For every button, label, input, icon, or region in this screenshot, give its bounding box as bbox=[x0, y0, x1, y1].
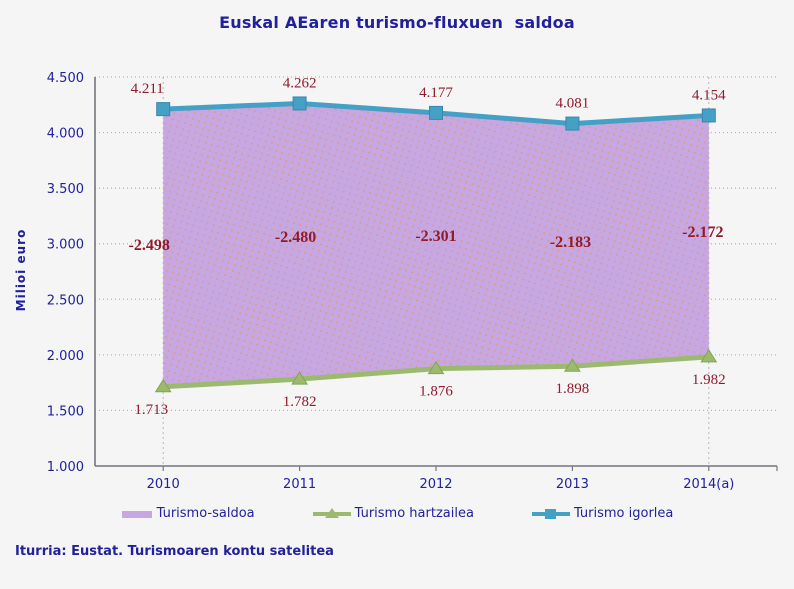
value-label-saldoa: -2.301 bbox=[415, 228, 456, 245]
value-label-saldoa: -2.480 bbox=[275, 229, 316, 246]
legend: Turismo-saldoa Turismo hartzailea Turism… bbox=[0, 506, 794, 521]
value-label-igorlea: 4.262 bbox=[283, 75, 317, 91]
y-tick-label: 4.000 bbox=[47, 127, 84, 142]
marker-square bbox=[293, 97, 306, 110]
value-label-saldoa: -2.498 bbox=[129, 237, 170, 254]
area-turismo-saldoa bbox=[163, 103, 709, 386]
x-tick-label: 2012 bbox=[419, 477, 452, 492]
y-tick-label: 3.000 bbox=[47, 238, 84, 253]
value-label-hartzailea: 1.876 bbox=[419, 384, 453, 400]
marker-square bbox=[430, 106, 443, 119]
y-tick-label: 1.500 bbox=[47, 404, 84, 419]
y-tick-label: 4.500 bbox=[47, 71, 84, 86]
y-tick-label: 3.500 bbox=[47, 182, 84, 197]
value-label-hartzailea: 1.782 bbox=[283, 394, 317, 410]
y-tick-label: 2.500 bbox=[47, 293, 84, 308]
value-label-igorlea: 4.177 bbox=[419, 85, 453, 101]
y-tick-label: 1.000 bbox=[47, 460, 84, 475]
x-tick-label: 2011 bbox=[283, 477, 316, 492]
legend-swatch-square-line-icon bbox=[532, 508, 570, 520]
y-tick-label: 2.000 bbox=[47, 349, 84, 364]
value-label-igorlea: 4.154 bbox=[692, 87, 726, 103]
plot-area: 4.500 4.000 3.500 3.000 2.500 2.000 1.500 1.000… bbox=[0, 0, 794, 589]
legend-label: Turismo-saldoa bbox=[157, 506, 255, 521]
marker-square bbox=[566, 117, 579, 130]
legend-swatch-area-icon bbox=[121, 509, 153, 519]
value-label-hartzailea: 1.713 bbox=[134, 402, 168, 418]
legend-item-turismo-saldoa: Turismo-saldoa bbox=[121, 506, 255, 521]
marker-square bbox=[702, 109, 715, 122]
legend-item-turismo-igorlea: Turismo igorlea bbox=[532, 506, 673, 521]
value-label-hartzailea: 1.982 bbox=[692, 372, 726, 388]
marker-square bbox=[157, 103, 170, 116]
value-label-saldoa: -2.172 bbox=[682, 224, 723, 241]
value-label-hartzailea: 1.898 bbox=[556, 381, 590, 397]
value-label-igorlea: 4.211 bbox=[131, 81, 164, 97]
legend-swatch-triangle-line-icon bbox=[313, 508, 351, 520]
legend-label: Turismo hartzailea bbox=[355, 506, 474, 521]
chart-figure: Euskal AEaren turismo-fluxuen saldoa Mil… bbox=[0, 0, 794, 589]
value-label-igorlea: 4.081 bbox=[556, 96, 590, 112]
legend-label: Turismo igorlea bbox=[574, 506, 673, 521]
source-note: Iturria: Eustat. Turismoaren kontu satel… bbox=[15, 544, 334, 559]
x-tick-label: 2013 bbox=[556, 477, 589, 492]
legend-item-turismo-hartzailea: Turismo hartzailea bbox=[313, 506, 474, 521]
value-label-saldoa: -2.183 bbox=[550, 234, 591, 251]
x-tick-label: 2014(a) bbox=[683, 477, 734, 492]
x-tick-label: 2010 bbox=[147, 477, 180, 492]
